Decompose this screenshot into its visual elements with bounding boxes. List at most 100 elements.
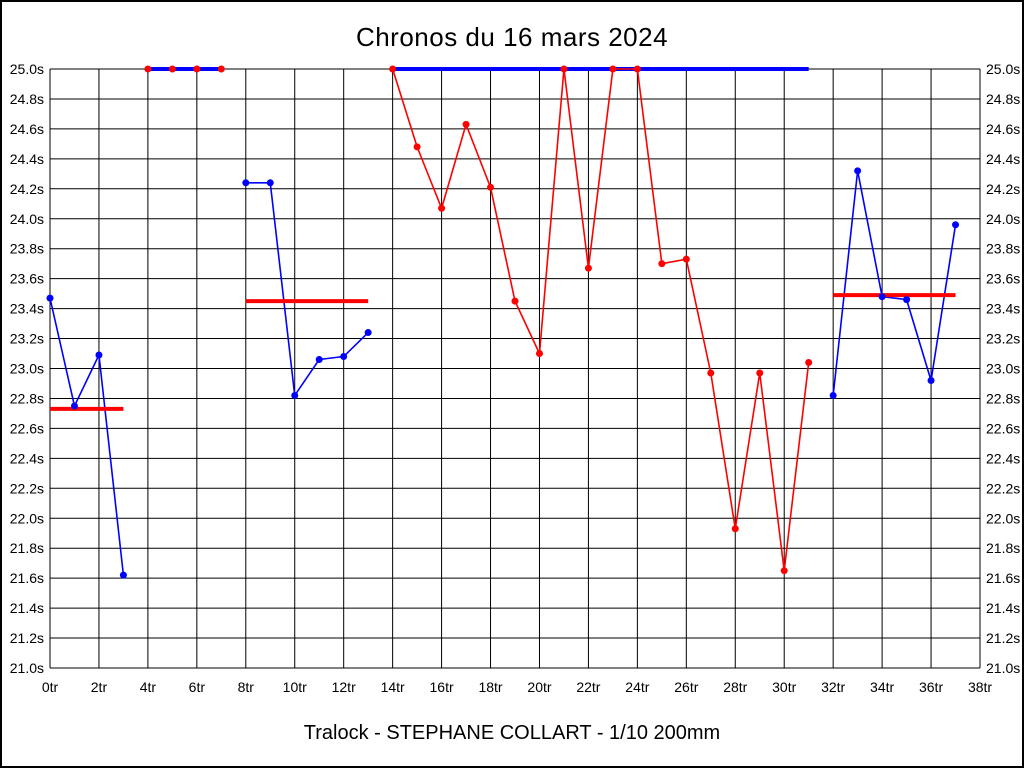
- series-line-red-laps-14-31: [391, 68, 810, 571]
- y-tick-label-right: 22.0s: [986, 510, 1020, 526]
- data-point-red-laps-14-31: [584, 264, 592, 272]
- y-tick-label-left: 23.4s: [10, 301, 44, 317]
- data-point-red-laps-14-31: [731, 525, 739, 533]
- data-point-red-laps-14-31: [438, 204, 446, 212]
- data-point-blue-laps-0-3: [119, 571, 127, 579]
- y-tick-label-right: 24.0s: [986, 211, 1020, 227]
- y-tick-label-left: 23.6s: [10, 271, 44, 287]
- y-tick-label-right: 23.0s: [986, 361, 1020, 377]
- y-tick-label-right: 23.6s: [986, 271, 1020, 287]
- data-point-red-laps-14-31: [560, 65, 568, 73]
- data-point-red-laps-14-31: [658, 260, 666, 268]
- y-tick-label-right: 24.2s: [986, 181, 1020, 197]
- data-point-red-laps-14-31: [633, 65, 641, 73]
- data-point-red-dots-4-7: [193, 65, 201, 73]
- y-tick-label-left: 24.4s: [10, 151, 44, 167]
- chart-title: Chronos du 16 mars 2024: [355, 22, 669, 52]
- data-point-blue-laps-0-3: [70, 402, 78, 410]
- data-point-blue-laps-8-13: [340, 353, 348, 361]
- data-point-red-laps-14-31: [682, 255, 690, 263]
- y-tick-label-right: 21.0s: [986, 660, 1020, 676]
- series-lines: [49, 67, 957, 576]
- data-point-red-laps-14-31: [756, 369, 764, 377]
- x-tick-label: 30tr: [772, 679, 796, 695]
- y-tick-label-left: 22.0s: [10, 510, 44, 526]
- data-point-red-dots-4-7: [168, 65, 176, 73]
- data-point-blue-laps-32-37: [952, 221, 960, 229]
- y-tick-label-left: 23.2s: [10, 331, 44, 347]
- y-tick-label-left: 24.0s: [10, 211, 44, 227]
- data-point-blue-laps-0-3: [95, 351, 103, 359]
- y-tick-label-right: 23.2s: [986, 331, 1020, 347]
- data-point-blue-laps-8-13: [315, 356, 323, 364]
- y-tick-label-right: 22.4s: [986, 450, 1020, 466]
- axis-labels: 25.0s 25.0s 24.8s 24.8s 24.6s 24.6s 24.4s 24.4s…: [10, 61, 1021, 695]
- y-tick-label-right: 22.8s: [986, 390, 1020, 406]
- y-tick-label-right: 21.8s: [986, 540, 1020, 556]
- y-tick-label-left: 23.8s: [10, 241, 44, 257]
- y-tick-label-left: 22.6s: [10, 420, 44, 436]
- data-point-red-laps-14-31: [487, 183, 495, 191]
- data-point-red-laps-14-31: [707, 369, 715, 377]
- y-tick-label-left: 22.8s: [10, 390, 44, 406]
- y-tick-label-right: 24.8s: [986, 91, 1020, 107]
- y-tick-label-right: 21.6s: [986, 570, 1020, 586]
- x-tick-label: 34tr: [870, 679, 894, 695]
- data-point-red-laps-14-31: [609, 65, 617, 73]
- y-tick-label-right: 21.2s: [986, 630, 1020, 646]
- data-point-blue-laps-8-13: [266, 179, 274, 187]
- data-point-red-laps-14-31: [389, 65, 397, 73]
- y-tick-label-right: 21.4s: [986, 600, 1020, 616]
- data-point-red-dots-4-7: [144, 65, 152, 73]
- series-line-blue-laps-32-37: [832, 170, 957, 396]
- data-point-blue-laps-8-13: [364, 329, 372, 337]
- y-tick-label-left: 22.2s: [10, 480, 44, 496]
- x-tick-label: 16tr: [430, 679, 454, 695]
- x-tick-label: 10tr: [283, 679, 307, 695]
- y-tick-label-right: 23.8s: [986, 241, 1020, 257]
- series-line-blue-laps-8-13: [245, 182, 369, 398]
- x-tick-label: 12tr: [332, 679, 356, 695]
- y-tick-label-left: 24.8s: [10, 91, 44, 107]
- x-tick-label: 28tr: [723, 679, 747, 695]
- y-tick-label-left: 21.2s: [10, 630, 44, 646]
- x-tick-label: 6tr: [189, 679, 206, 695]
- x-tick-label: 32tr: [821, 679, 845, 695]
- y-tick-label-right: 25.0s: [986, 61, 1020, 77]
- x-tick-label: 4tr: [140, 679, 157, 695]
- x-tick-label: 24tr: [625, 679, 649, 695]
- y-tick-label-left: 22.4s: [10, 450, 44, 466]
- y-tick-label-left: 24.2s: [10, 181, 44, 197]
- data-point-red-laps-14-31: [535, 350, 543, 358]
- data-point-red-laps-14-31: [462, 120, 470, 128]
- series-line-blue-laps-0-3: [49, 297, 125, 576]
- x-tick-label: 20tr: [527, 679, 551, 695]
- data-point-red-laps-14-31: [805, 359, 813, 367]
- x-tick-label: 14tr: [381, 679, 405, 695]
- data-point-blue-laps-0-3: [46, 294, 54, 302]
- x-tick-label: 38tr: [968, 679, 992, 695]
- data-point-red-laps-14-31: [511, 297, 519, 305]
- data-point-blue-laps-32-37: [903, 296, 911, 304]
- x-tick-label: 2tr: [91, 679, 108, 695]
- y-tick-label-right: 22.6s: [986, 420, 1020, 436]
- y-tick-label-left: 21.0s: [10, 660, 44, 676]
- y-tick-label-right: 24.4s: [986, 151, 1020, 167]
- y-tick-label-right: 23.4s: [986, 301, 1020, 317]
- data-point-blue-laps-32-37: [927, 376, 935, 384]
- data-point-red-dots-4-7: [217, 65, 225, 73]
- data-point-red-laps-14-31: [413, 143, 421, 151]
- y-tick-label-left: 24.6s: [10, 121, 44, 137]
- chart-footer-caption: Tralock - STEPHANE COLLART - 1/10 200mm: [303, 722, 721, 744]
- x-tick-label: 26tr: [674, 679, 698, 695]
- y-tick-label-right: 24.6s: [986, 121, 1020, 137]
- x-tick-label: 36tr: [919, 679, 943, 695]
- data-point-blue-laps-32-37: [829, 391, 837, 399]
- data-point-red-laps-14-31: [780, 567, 788, 575]
- y-tick-label-right: 22.2s: [986, 480, 1020, 496]
- x-tick-label: 18tr: [478, 679, 502, 695]
- data-point-blue-laps-8-13: [242, 179, 250, 187]
- data-point-blue-laps-32-37: [854, 167, 862, 175]
- x-tick-label: 0tr: [42, 679, 59, 695]
